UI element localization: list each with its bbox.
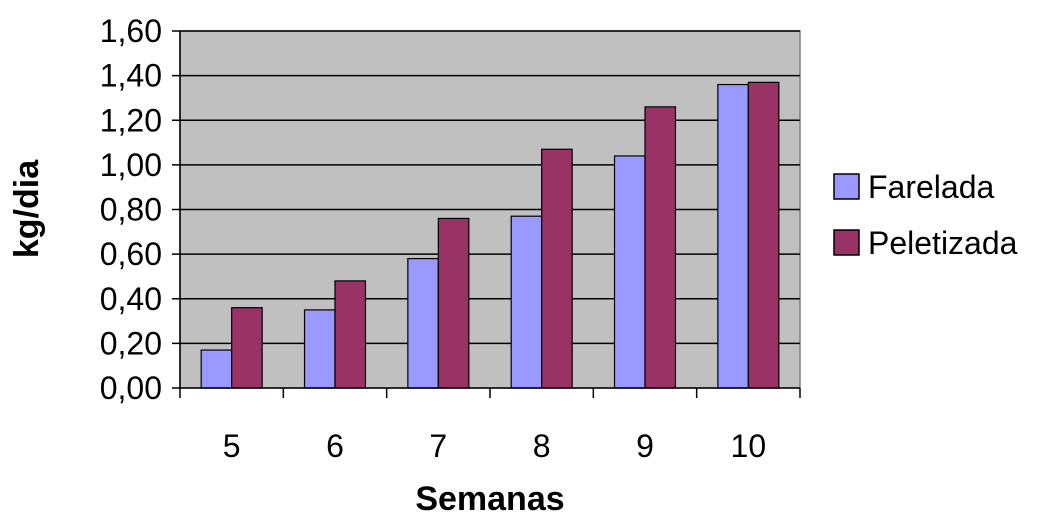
bar-farelada-5 — [200, 349, 233, 389]
y-tick-label: 1,00 — [100, 147, 162, 183]
bar-farelada-9 — [613, 155, 646, 389]
bar-peletizada-9 — [644, 106, 677, 389]
y-axis-title: kg/dia — [8, 159, 46, 258]
x-tick-label: 9 — [636, 428, 654, 464]
bar-farelada-6 — [303, 309, 336, 389]
x-axis-title: Semanas — [415, 480, 564, 518]
bar-peletizada-10 — [747, 81, 780, 389]
x-tick-labels: 5 6 7 8 9 10 — [223, 428, 766, 464]
bar-peletizada-6 — [334, 280, 367, 389]
bar-farelada-10 — [717, 83, 749, 389]
y-tick-label: 0,80 — [100, 192, 162, 228]
bar-farelada-8 — [510, 215, 543, 389]
y-tick-label: 1,40 — [100, 58, 162, 94]
x-tick-label: 5 — [223, 428, 241, 464]
bar-peletizada-7 — [437, 217, 470, 389]
y-tick-label: 1,60 — [100, 13, 162, 49]
x-tick-label: 6 — [326, 428, 344, 464]
y-tick-label: 0,60 — [100, 236, 162, 272]
bar-peletizada-5 — [231, 307, 263, 389]
y-tick-label: 0,20 — [100, 325, 162, 361]
y-tick-label: 1,20 — [100, 102, 162, 138]
x-tick-label: 7 — [429, 428, 447, 464]
y-tick-labels: 0,00 0,20 0,40 0,60 0,80 1,00 1,20 1,40 1,60 — [100, 13, 180, 406]
x-tick-label: 8 — [533, 428, 551, 464]
legend-swatch-peletizada — [833, 229, 860, 256]
bars — [200, 81, 780, 389]
x-tick-label: 10 — [731, 428, 767, 464]
legend-label-peletizada: Peletizada — [868, 225, 1018, 261]
bar-farelada-7 — [407, 257, 439, 389]
y-tick-label: 0,40 — [100, 281, 162, 317]
grid-lines — [180, 30, 800, 345]
y-tick-label: 0,00 — [100, 370, 162, 406]
bar-peletizada-8 — [541, 148, 573, 389]
legend-swatch-farelada — [833, 173, 860, 200]
legend: Farelada Peletizada — [833, 169, 1018, 261]
legend-label-farelada: Farelada — [868, 169, 995, 205]
